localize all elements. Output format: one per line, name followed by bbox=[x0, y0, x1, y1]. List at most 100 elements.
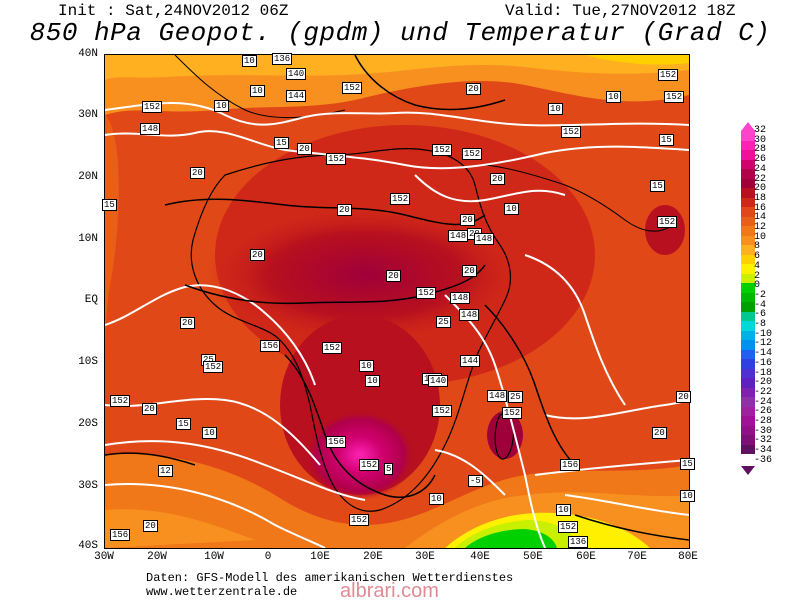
color-scale-label: 6 bbox=[754, 251, 761, 263]
color-scale-swatch bbox=[741, 425, 755, 435]
color-scale-swatch bbox=[741, 359, 755, 369]
color-scale-label: 10 bbox=[754, 231, 767, 243]
lon-tick-label: 80E bbox=[678, 551, 698, 563]
kalahari-hot-core bbox=[305, 410, 415, 500]
contour-value-label: 10 bbox=[548, 103, 563, 115]
colorbar-bottom-arrow bbox=[741, 466, 755, 475]
contour-value-label: 136 bbox=[272, 53, 293, 65]
lon-tick-label: 40E bbox=[470, 551, 490, 563]
contour-value-label: 144 bbox=[460, 355, 481, 367]
color-scale-label: 26 bbox=[754, 154, 767, 166]
watermark: albrari.com bbox=[340, 580, 439, 602]
contour-value-label: 152 bbox=[561, 126, 582, 138]
init-time-label: Init : Sat,24NOV2012 06Z bbox=[58, 2, 289, 20]
contour-value-label: 148 bbox=[140, 123, 161, 135]
color-scale-swatch bbox=[741, 406, 755, 416]
contour-value-label: 152 bbox=[390, 193, 411, 205]
contour-value-label: 148 bbox=[487, 390, 508, 402]
color-scale-label: 24 bbox=[754, 163, 767, 175]
contour-value-label: 156 bbox=[260, 340, 281, 352]
contour-value-label: 20 bbox=[460, 214, 475, 226]
color-scale-swatch bbox=[741, 226, 755, 236]
color-scale-label: 20 bbox=[754, 183, 767, 195]
lon-tick-label: 20W bbox=[147, 551, 167, 563]
color-scale-label: 14 bbox=[754, 212, 767, 224]
color-scale-swatch bbox=[741, 188, 755, 198]
contour-value-label: -5 bbox=[468, 475, 483, 487]
contour-value-label: 10 bbox=[202, 427, 217, 439]
color-scale-swatch bbox=[741, 235, 755, 245]
lon-tick-label: 30E bbox=[415, 551, 435, 563]
contour-value-label: 10 bbox=[556, 504, 571, 516]
lon-tick-label: 10E bbox=[310, 551, 330, 563]
contour-value-label: 20 bbox=[652, 427, 667, 439]
contour-value-label: 156 bbox=[110, 529, 131, 541]
color-scale-swatch bbox=[741, 207, 755, 217]
color-scale-label: 8 bbox=[754, 241, 761, 253]
contour-value-label: 20 bbox=[676, 391, 691, 403]
color-scale-label: 0 bbox=[754, 280, 761, 292]
contour-value-label: 152 bbox=[558, 521, 579, 533]
lat-tick-label: 40S bbox=[78, 540, 98, 552]
color-scale-swatch bbox=[741, 131, 755, 141]
sahel-hot-core bbox=[205, 205, 525, 345]
sw-cool-patch bbox=[105, 509, 255, 548]
contour-value-label: 152 bbox=[502, 407, 523, 419]
color-scale-label: -4 bbox=[754, 299, 767, 311]
contour-value-label: 152 bbox=[142, 101, 163, 113]
contour-value-label: 140 bbox=[428, 375, 449, 387]
contour-value-label: 15 bbox=[680, 458, 695, 470]
lon-tick-label: 50E bbox=[523, 551, 543, 563]
contour-value-label: 152 bbox=[326, 153, 347, 165]
india-warm bbox=[645, 205, 685, 255]
contour-value-label: 152 bbox=[349, 514, 370, 526]
color-scale-swatch bbox=[741, 368, 755, 378]
color-scale-swatch bbox=[741, 397, 755, 407]
contour-value-label: 20 bbox=[250, 249, 265, 261]
contour-value-label: 10 bbox=[429, 493, 444, 505]
contour-value-label: 148 bbox=[474, 233, 495, 245]
color-scale-swatch bbox=[741, 340, 755, 350]
color-scale-label: -18 bbox=[754, 367, 773, 379]
color-scale-label: 28 bbox=[754, 144, 767, 156]
color-scale-label: -22 bbox=[754, 386, 773, 398]
contour-value-label: 15 bbox=[102, 199, 117, 211]
contour-value-label: 10 bbox=[606, 91, 621, 103]
contour-value-label: 10 bbox=[214, 100, 229, 112]
contour-value-label: 156 bbox=[326, 436, 347, 448]
lat-tick-label: 40N bbox=[78, 48, 98, 60]
contour-value-label: 15 bbox=[650, 180, 665, 192]
color-scale-label: -10 bbox=[754, 328, 773, 340]
lat-tick-label: 30N bbox=[78, 109, 98, 121]
contour-value-label: 15 bbox=[274, 137, 289, 149]
contour-value-label: 148 bbox=[450, 292, 471, 304]
colorbar-top-arrow bbox=[741, 122, 755, 131]
color-scale-swatch bbox=[741, 292, 755, 302]
lat-tick-label: EQ bbox=[84, 294, 98, 306]
contour-value-label: 152 bbox=[203, 361, 224, 373]
color-scale-swatch bbox=[741, 311, 755, 321]
color-scale-label: -26 bbox=[754, 406, 773, 418]
color-scale-swatch bbox=[741, 197, 755, 207]
africa-coastline bbox=[190, 148, 512, 512]
contour-value-label: 20 bbox=[462, 265, 477, 277]
color-scale-label: -20 bbox=[754, 377, 773, 389]
color-scale-label: -14 bbox=[754, 348, 773, 360]
contour-value-label: 152 bbox=[110, 395, 131, 407]
contour-value-label: 20 bbox=[386, 270, 401, 282]
color-scale-label: 18 bbox=[754, 192, 767, 204]
contour-value-label: 25 bbox=[436, 316, 451, 328]
valid-time-label: Valid: Tue,27NOV2012 18Z bbox=[505, 2, 736, 20]
color-scale-label: -12 bbox=[754, 338, 773, 350]
arabia-coastline bbox=[484, 164, 671, 232]
color-scale-swatch bbox=[741, 349, 755, 359]
color-scale-label: 16 bbox=[754, 202, 767, 214]
color-scale-swatch bbox=[741, 245, 755, 255]
color-scale-label: 2 bbox=[754, 270, 761, 282]
color-scale-label: -16 bbox=[754, 357, 773, 369]
lat-tick-label: 10N bbox=[78, 233, 98, 245]
geopotential-contours bbox=[105, 102, 689, 548]
color-scale-swatch bbox=[741, 283, 755, 293]
color-scale bbox=[741, 131, 755, 454]
contour-value-label: 12 bbox=[158, 465, 173, 477]
